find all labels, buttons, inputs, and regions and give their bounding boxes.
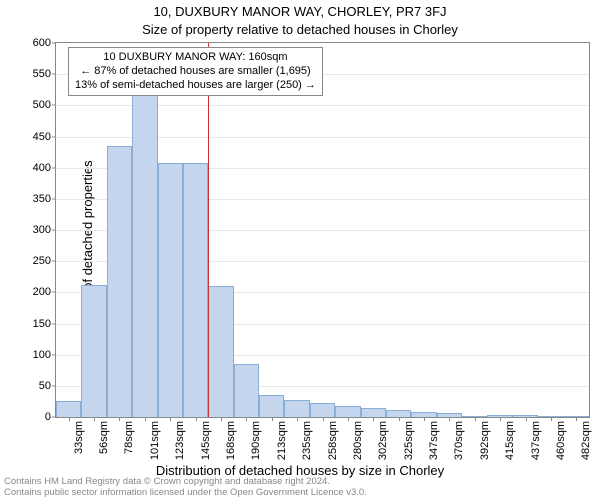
x-tick-label: 101sqm (149, 421, 161, 460)
y-tick-mark (52, 261, 56, 262)
y-tick-label: 350 (33, 193, 51, 205)
x-tick-mark (475, 417, 476, 421)
y-tick-label: 300 (33, 224, 51, 236)
plot-area: 05010015020025030035040045050055060033sq… (55, 42, 590, 418)
histogram-bar (183, 163, 208, 417)
y-tick-mark (52, 385, 56, 386)
footer-line2: Contains public sector information licen… (4, 487, 367, 498)
x-tick-mark (576, 417, 577, 421)
x-tick-mark (94, 417, 95, 421)
x-tick-mark (323, 417, 324, 421)
y-tick-mark (52, 198, 56, 199)
y-tick-mark (52, 292, 56, 293)
histogram-bar (56, 401, 81, 417)
x-tick-label: 168sqm (225, 421, 237, 460)
x-tick-label: 437sqm (530, 421, 542, 460)
y-tick-label: 450 (33, 131, 51, 143)
histogram-bar (234, 364, 259, 417)
y-tick-label: 100 (33, 349, 51, 361)
chart-title-line1: 10, DUXBURY MANOR WAY, CHORLEY, PR7 3FJ (0, 4, 600, 19)
x-tick-label: 460sqm (555, 421, 567, 460)
x-tick-label: 302sqm (377, 421, 389, 460)
x-tick-mark (119, 417, 120, 421)
y-tick-mark (52, 136, 56, 137)
x-tick-mark (399, 417, 400, 421)
x-tick-mark (246, 417, 247, 421)
info-box-line1: 10 DUXBURY MANOR WAY: 160sqm (75, 51, 316, 65)
x-tick-mark (170, 417, 171, 421)
y-tick-label: 200 (33, 286, 51, 298)
x-tick-mark (449, 417, 450, 421)
y-tick-label: 600 (33, 37, 51, 49)
y-tick-mark (52, 323, 56, 324)
x-tick-mark (272, 417, 273, 421)
chart-container: { "titles": { "line1": "10, DUXBURY MANO… (0, 0, 600, 500)
x-tick-label: 78sqm (123, 421, 135, 454)
x-tick-label: 213sqm (276, 421, 288, 460)
info-box-line2: ← 87% of detached houses are smaller (1,… (75, 65, 316, 79)
marker-line (208, 43, 209, 417)
y-tick-mark (52, 167, 56, 168)
x-tick-mark (145, 417, 146, 421)
x-tick-label: 145sqm (200, 421, 212, 460)
histogram-bar (361, 408, 386, 417)
histogram-bar (132, 73, 157, 417)
y-tick-label: 550 (33, 68, 51, 80)
y-tick-label: 250 (33, 255, 51, 267)
y-tick-mark (52, 43, 56, 44)
x-tick-label: 258sqm (327, 421, 339, 460)
y-tick-mark (52, 230, 56, 231)
x-tick-mark (297, 417, 298, 421)
y-tick-mark (52, 74, 56, 75)
x-tick-mark (69, 417, 70, 421)
histogram-bar (284, 400, 309, 417)
footer-line1: Contains HM Land Registry data © Crown c… (4, 476, 330, 487)
x-tick-mark (551, 417, 552, 421)
y-tick-label: 0 (45, 411, 51, 423)
histogram-bar (259, 395, 284, 417)
histogram-bar (310, 403, 335, 417)
x-tick-mark (500, 417, 501, 421)
x-tick-label: 392sqm (479, 421, 491, 460)
y-tick-label: 150 (33, 318, 51, 330)
x-tick-mark (373, 417, 374, 421)
histogram-bar (335, 406, 360, 417)
y-tick-label: 400 (33, 162, 51, 174)
info-box-line3: 13% of semi-detached houses are larger (… (75, 79, 316, 93)
footer-attribution: Contains HM Land Registry data © Crown c… (4, 477, 596, 499)
x-tick-mark (348, 417, 349, 421)
x-tick-label: 33sqm (73, 421, 85, 454)
x-tick-label: 415sqm (504, 421, 516, 460)
x-tick-mark (424, 417, 425, 421)
histogram-bar (208, 286, 233, 417)
x-tick-label: 56sqm (98, 421, 110, 454)
x-tick-label: 370sqm (453, 421, 465, 460)
histogram-bar (81, 285, 106, 417)
x-tick-label: 482sqm (580, 421, 592, 460)
x-tick-mark (221, 417, 222, 421)
histogram-bar (158, 163, 183, 417)
y-tick-label: 50 (39, 380, 51, 392)
x-tick-label: 235sqm (301, 421, 313, 460)
chart-title-line2: Size of property relative to detached ho… (0, 22, 600, 37)
x-tick-label: 123sqm (174, 421, 186, 460)
x-tick-mark (196, 417, 197, 421)
histogram-bar (107, 146, 132, 417)
y-tick-mark (52, 354, 56, 355)
y-tick-label: 500 (33, 99, 51, 111)
histogram-bar (386, 410, 411, 417)
x-tick-label: 190sqm (250, 421, 262, 460)
x-tick-label: 280sqm (352, 421, 364, 460)
x-tick-mark (526, 417, 527, 421)
y-tick-mark (52, 105, 56, 106)
x-tick-label: 325sqm (403, 421, 415, 460)
x-tick-label: 347sqm (428, 421, 440, 460)
info-box: 10 DUXBURY MANOR WAY: 160sqm← 87% of det… (68, 47, 323, 96)
